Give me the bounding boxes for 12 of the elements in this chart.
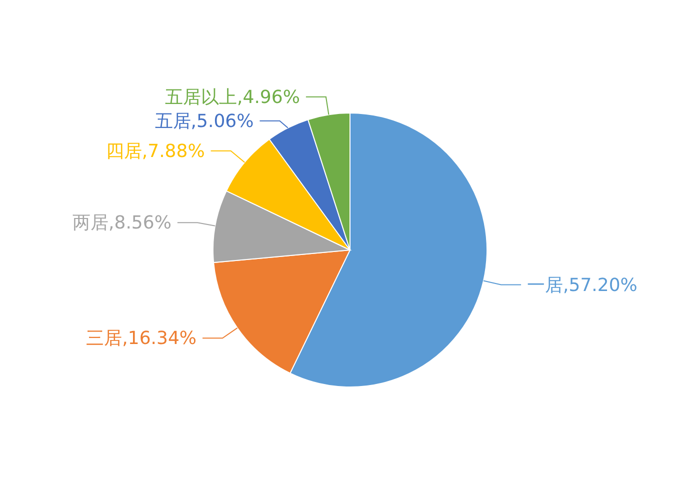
slice-label: 五居 bbox=[154, 110, 191, 132]
slice-label: 五居以上 bbox=[165, 86, 238, 108]
slice-label: 一居 bbox=[527, 274, 564, 296]
data-label: ,16.34% bbox=[122, 328, 197, 350]
data-label: ,57.20% bbox=[563, 274, 638, 296]
slice-label: 两居 bbox=[72, 212, 109, 234]
data-label: ,5.06% bbox=[190, 110, 254, 132]
slice-label: 四居 bbox=[106, 140, 142, 162]
data-label: ,7.88% bbox=[142, 140, 205, 162]
data-label: ,8.56% bbox=[108, 212, 172, 234]
slice-label: 三居 bbox=[86, 328, 122, 350]
data-label: ,4.96% bbox=[237, 86, 300, 108]
